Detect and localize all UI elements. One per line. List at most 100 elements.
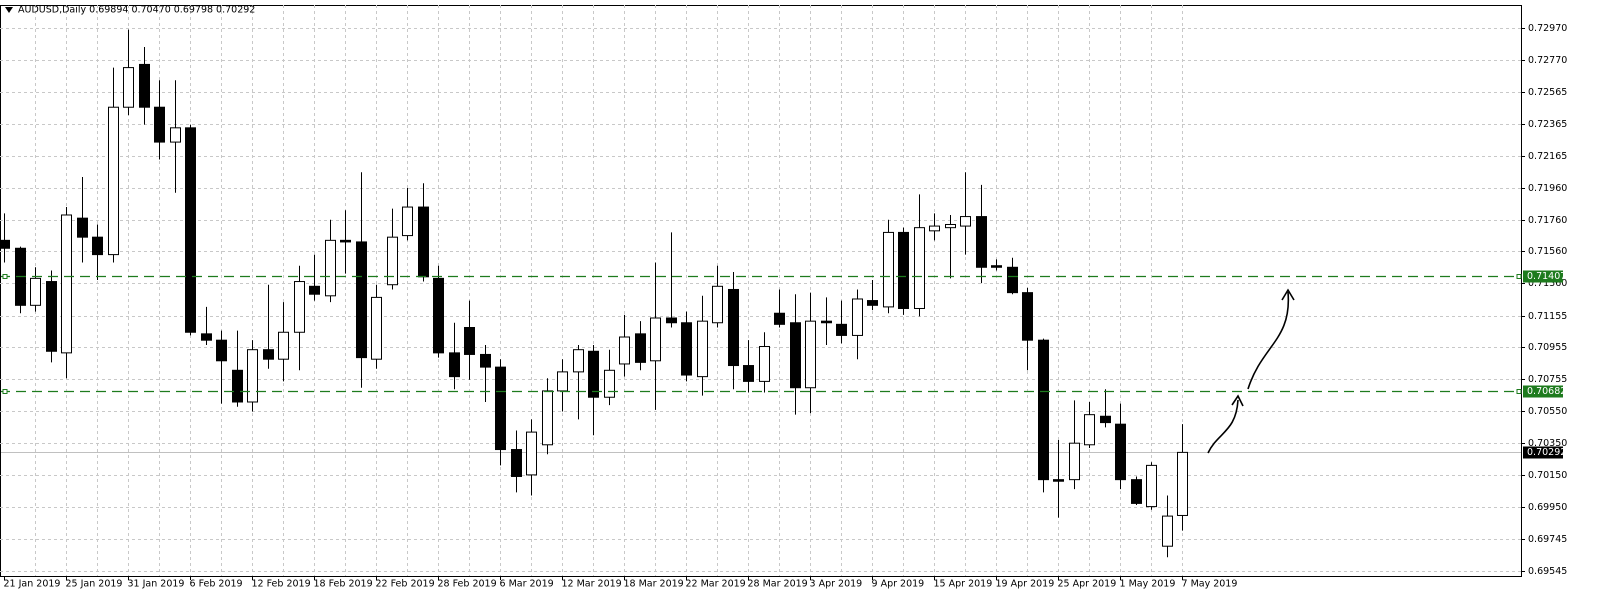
level-label-box (1523, 270, 1563, 283)
candle-body (604, 369, 615, 398)
arrow-2 (1247, 291, 1290, 390)
candle-body (650, 317, 661, 362)
candle-body (588, 350, 599, 398)
candle-body (929, 225, 940, 232)
candle-body (139, 63, 150, 108)
y-tick-label: 0.72365 (1528, 119, 1567, 130)
x-tick-label: 6 Mar 2019 (500, 579, 554, 590)
arrow-1-head (1231, 394, 1244, 407)
candle-body (573, 349, 584, 373)
candle-body (185, 127, 196, 333)
x-tick-label: 12 Mar 2019 (562, 579, 622, 590)
x-tick-label: 28 Mar 2019 (748, 579, 808, 590)
candle-body (77, 217, 88, 238)
y-tick-label: 0.71760 (1528, 215, 1567, 226)
x-tick-label: 3 Apr 2019 (810, 579, 863, 590)
candle-body (960, 216, 971, 227)
candle-body (309, 285, 320, 295)
candle-body (1177, 451, 1188, 516)
candle-body (805, 320, 816, 389)
x-tick-label: 22 Mar 2019 (686, 579, 746, 590)
y-tick-label: 0.71560 (1528, 246, 1567, 257)
x-tick-label: 19 Apr 2019 (996, 579, 1055, 590)
candle-body (278, 331, 289, 360)
y-tick-label: 0.72165 (1528, 151, 1567, 162)
x-tick-label: 7 May 2019 (1182, 579, 1238, 590)
candle-body (402, 206, 413, 237)
candle-body (449, 352, 460, 378)
arrow-1 (1207, 399, 1239, 454)
candle-body (1069, 442, 1080, 481)
candle-body (681, 322, 692, 376)
candle-body (883, 231, 894, 308)
y-tick-label: 0.70350 (1528, 438, 1567, 449)
x-tick-label: 28 Feb 2019 (438, 579, 497, 590)
x-tick-label: 25 Apr 2019 (1058, 579, 1117, 590)
candle-body (557, 371, 568, 392)
candles (1, 29, 1521, 558)
candle-body (294, 281, 305, 333)
y-tick-label: 0.70550 (1528, 406, 1567, 417)
candle-body (340, 239, 351, 243)
candle-body (635, 333, 646, 363)
level-label: 0.71407 (1527, 271, 1566, 282)
candle-body (247, 349, 258, 403)
candle-body (387, 236, 398, 286)
candle-body (1053, 479, 1064, 482)
candle-body (728, 288, 739, 367)
x-tick-label: 22 Feb 2019 (376, 579, 435, 590)
candle-body (480, 353, 491, 368)
candle-body (495, 366, 506, 451)
candle-body (201, 333, 212, 341)
candle-body (619, 336, 630, 365)
candle-body (325, 239, 336, 297)
candle-body (433, 277, 444, 354)
level-label: 0.70682 (1527, 386, 1566, 397)
candle-body (511, 449, 522, 477)
candle-body (867, 300, 878, 306)
level-anchor (1516, 274, 1522, 279)
candle-body (1131, 479, 1142, 504)
last-price-box (1523, 446, 1563, 459)
y-tick-label: 0.70755 (1528, 374, 1567, 385)
candle-body (61, 214, 72, 354)
candle-body (108, 106, 119, 256)
candle-body (1007, 266, 1018, 294)
last-price-label: 0.70292 (1527, 447, 1566, 458)
candle-body (976, 216, 987, 268)
arrow-2-head (1281, 288, 1295, 301)
y-tick-label: 0.69545 (1528, 566, 1567, 577)
y-tick-label: 0.69950 (1528, 502, 1567, 513)
candle-body (1100, 415, 1111, 424)
x-tick-label: 9 Apr 2019 (872, 579, 925, 590)
candle-body (1162, 515, 1173, 547)
candle-body (914, 227, 925, 309)
candle-body (216, 339, 227, 362)
candle-body (852, 298, 863, 336)
candle-body (697, 320, 708, 378)
x-tick-label: 31 Jan 2019 (128, 579, 185, 590)
x-tick-label: 6 Feb 2019 (190, 579, 243, 590)
x-tick-label: 21 Jan 2019 (4, 579, 61, 590)
candle-body (898, 231, 909, 309)
title-marker (5, 7, 13, 13)
y-tick-label: 0.71155 (1528, 311, 1567, 322)
candle-body (123, 67, 134, 108)
x-tick-label: 15 Apr 2019 (934, 579, 993, 590)
x-tick-label: 1 May 2019 (1120, 579, 1176, 590)
candle-body (743, 365, 754, 382)
y-tick-label: 0.70150 (1528, 470, 1567, 481)
candle-body (774, 312, 785, 325)
axes: 0.72970 0.72770 0.72565 0.72365 0.72165 0.719… (2, 23, 1567, 590)
candle-body (154, 106, 165, 143)
chart-title: AUDUSD,Daily 0.69894 0.70470 0.69798 0.7… (18, 5, 255, 16)
candle-body (1115, 423, 1126, 481)
candle-body (712, 285, 723, 324)
y-tick-label: 0.69745 (1528, 534, 1567, 545)
candle-body (418, 206, 429, 278)
candle-body (666, 317, 677, 324)
y-tick-label: 0.72770 (1528, 55, 1567, 66)
candle-body (92, 236, 103, 256)
x-tick-label: 25 Jan 2019 (66, 579, 123, 590)
